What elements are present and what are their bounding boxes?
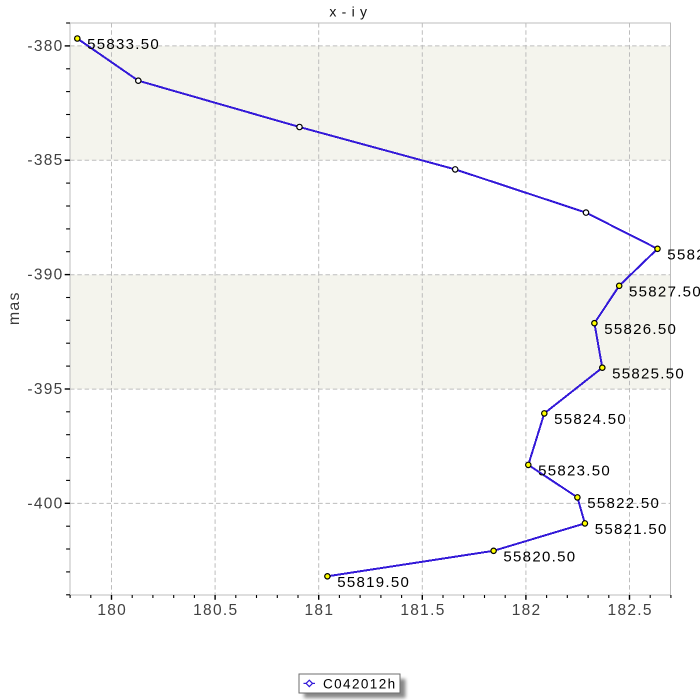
svg-text:182.5: 182.5 xyxy=(608,602,653,619)
svg-text:55824.50: 55824.50 xyxy=(554,411,627,428)
svg-text:mas: mas xyxy=(6,291,23,325)
svg-text:-385: -385 xyxy=(27,152,63,169)
svg-text:x - i y: x - i y xyxy=(329,4,367,20)
svg-text:55823.50: 55823.50 xyxy=(538,463,611,480)
svg-text:181.5: 181.5 xyxy=(400,602,445,619)
svg-text:55827.50: 55827.50 xyxy=(629,283,700,300)
svg-text:-395: -395 xyxy=(27,381,63,398)
svg-text:55821.50: 55821.50 xyxy=(595,521,668,538)
svg-text:-390: -390 xyxy=(27,267,63,284)
svg-text:55820.50: 55820.50 xyxy=(503,548,576,565)
svg-text:182: 182 xyxy=(512,602,542,619)
svg-text:55819.50: 55819.50 xyxy=(337,574,410,591)
svg-text:180: 180 xyxy=(97,602,127,619)
svg-text:C042012h: C042012h xyxy=(323,677,397,692)
svg-text:181: 181 xyxy=(305,602,335,619)
svg-text:55833.50: 55833.50 xyxy=(87,36,160,53)
svg-text:55826.50: 55826.50 xyxy=(604,321,677,338)
svg-text:-400: -400 xyxy=(27,495,63,512)
svg-text:55828.50: 55828.50 xyxy=(667,246,700,263)
svg-text:180.5: 180.5 xyxy=(193,602,238,619)
svg-text:55825.50: 55825.50 xyxy=(612,365,685,382)
svg-text:-380: -380 xyxy=(27,38,63,55)
svg-text:55822.50: 55822.50 xyxy=(587,495,660,512)
